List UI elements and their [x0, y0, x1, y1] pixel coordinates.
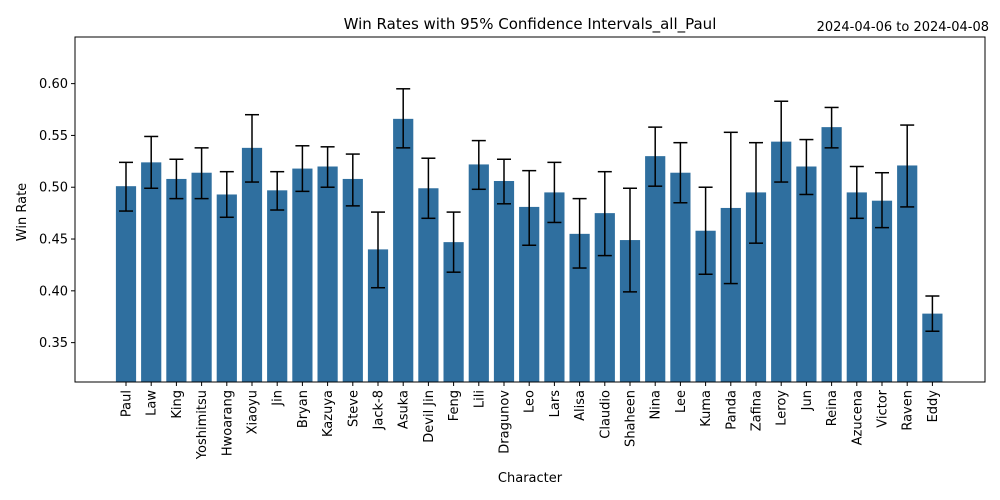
x-tick-label: Victor — [876, 389, 891, 427]
bar — [267, 190, 288, 382]
x-tick-label: Panda — [724, 390, 739, 430]
x-tick-label: Lars — [548, 390, 563, 418]
bar — [191, 172, 212, 382]
bar — [645, 156, 666, 382]
bar — [897, 165, 918, 382]
y-tick-label: 0.35 — [39, 336, 68, 351]
bar — [241, 147, 263, 382]
bar — [141, 162, 162, 382]
bar — [115, 186, 137, 382]
x-tick-label: Leo — [523, 390, 538, 413]
x-tick-label: Kazuya — [321, 390, 336, 437]
chart-title: Win Rates with 95% Confidence Intervals_… — [344, 15, 717, 34]
plot-area: 0.35 0.40 0.45 0.50 0.55 0.60 Paul Law King Yoshi… — [39, 36, 986, 460]
bar — [796, 166, 817, 382]
x-tick-label: Leroy — [775, 390, 790, 426]
x-tick-label: Nina — [649, 390, 664, 420]
bar — [771, 141, 792, 382]
x-tick-label: Jack-8 — [372, 390, 387, 430]
x-tick-label: Zafina — [750, 390, 765, 431]
x-tick-label: Lee — [674, 390, 689, 413]
bar — [393, 118, 414, 382]
x-tick-label: Raven — [901, 390, 916, 431]
x-tick-label: Jun — [800, 390, 815, 411]
x-tick-label: Claudio — [598, 390, 613, 439]
x-tick-label: Azucena — [850, 390, 865, 445]
bar — [367, 249, 389, 382]
x-tick-label: Asuka — [397, 390, 412, 429]
x-tick-label: Bryan — [296, 390, 311, 428]
x-tick-label: Lili — [472, 390, 487, 408]
x-tick-label: Jin — [271, 390, 286, 407]
bar — [342, 178, 363, 382]
bar — [544, 192, 565, 382]
bar — [317, 166, 338, 382]
bar — [519, 206, 540, 382]
x-tick-label: Shaheen — [624, 390, 639, 447]
bar — [720, 207, 741, 382]
y-axis-label: Win Rate — [15, 183, 30, 241]
x-tick-label: Reina — [825, 390, 840, 426]
bar — [846, 192, 867, 382]
x-tick-label: Paul — [120, 390, 135, 417]
bar — [871, 200, 893, 382]
bar — [292, 168, 313, 382]
y-tick-label: 0.50 — [39, 181, 68, 196]
bar — [418, 188, 439, 382]
x-tick-label: Dragunov — [498, 390, 513, 454]
bar — [216, 194, 237, 382]
bar — [670, 172, 691, 382]
x-tick-label: Alisa — [573, 390, 588, 421]
y-tick-label: 0.40 — [39, 284, 68, 299]
x-axis-label: Character — [498, 471, 563, 486]
x-tick-label: Devil Jin — [422, 390, 437, 443]
bar — [468, 164, 489, 382]
x-tick-label: Hwoarang — [220, 390, 235, 456]
plot-frame — [74, 36, 986, 383]
x-tick-label: Kuma — [699, 390, 714, 427]
x-tick-label: Steve — [346, 390, 361, 427]
x-tick-label: Xiaoyu — [246, 390, 261, 434]
x-tick-label: Law — [145, 390, 160, 416]
bar — [166, 178, 187, 382]
bar — [619, 240, 641, 382]
y-tick-label: 0.45 — [39, 233, 68, 248]
x-tick-label: Yoshimitsu — [195, 390, 210, 460]
bar — [443, 242, 464, 382]
x-tick-label: King — [170, 390, 185, 419]
bar — [695, 230, 716, 382]
x-tick-label: Eddy — [926, 390, 941, 423]
x-tick-label: Feng — [447, 390, 462, 421]
bar — [493, 181, 515, 382]
y-tick-label: 0.60 — [39, 77, 68, 92]
bar — [821, 127, 842, 382]
y-tick-label: 0.55 — [39, 129, 68, 144]
bar — [569, 233, 590, 382]
date-range-label: 2024-04-06 to 2024-04-08 — [817, 20, 989, 35]
bar — [745, 192, 767, 382]
